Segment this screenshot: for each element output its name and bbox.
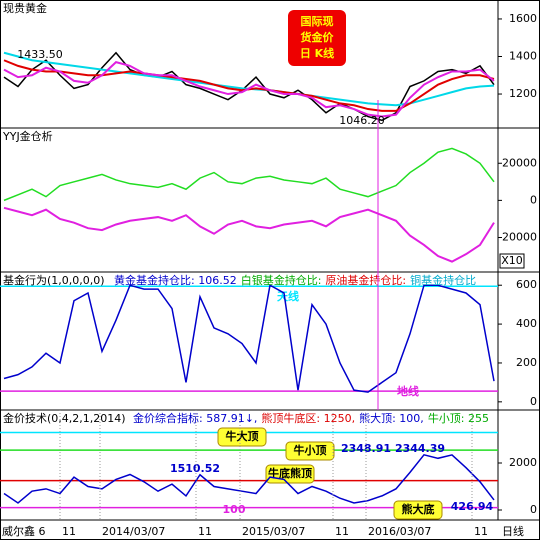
unit-box (499, 253, 525, 269)
y-tick-label: 0 (530, 503, 537, 516)
header-item: 牛小顶: 255 (428, 411, 489, 425)
y-tick-label: 1400 (509, 49, 537, 62)
y-tick-label: 2000 (509, 456, 537, 469)
x-tick-label: 2015/03/07 (242, 525, 305, 538)
y-tick-label: -20000 (498, 230, 537, 243)
panel-title: 现贵黄金 (3, 1, 47, 15)
header-item: 原油基金持仓比: (325, 273, 406, 287)
y-tick-label: 200 (516, 356, 537, 369)
annotation: 1510.52 (170, 462, 220, 475)
label-box (285, 441, 335, 461)
annotation: 2348.91 (341, 442, 391, 455)
y-tick-label: 0 (530, 193, 537, 206)
data-line (3, 59, 495, 112)
reference-label: 牛大顶 (226, 429, 259, 443)
x-tick-label: 11 (198, 525, 212, 538)
header-item: 白银基金持仓比: (241, 273, 322, 287)
x-tick-label: 11 (62, 525, 76, 538)
reference-label: 地线 (397, 384, 419, 398)
label-box (217, 427, 267, 447)
title-box-line: 国际现 (301, 14, 334, 28)
header-item: 金价综合指标: 587.91↓, (133, 411, 257, 425)
data-line (3, 147, 495, 202)
title-box (288, 10, 346, 66)
x-tick-label: 日线 (502, 524, 524, 538)
label-box (393, 500, 443, 520)
header-item: 黄金基金持仓比: 106.52 (114, 273, 237, 287)
title-box-line: 货金价 (300, 30, 335, 44)
annotation: 100 (223, 503, 246, 516)
y-tick-label: 600 (516, 278, 537, 291)
panel-title: 金价技术(0,4,2,1,2014) (3, 411, 126, 425)
y-tick-label: 1600 (509, 12, 537, 25)
x-tick-label: 2014/03/07 (102, 525, 165, 538)
panel-title: YYJ金仓析 (2, 129, 53, 143)
y-tick-label: 1200 (509, 87, 537, 100)
annotation: 1046.20 (339, 114, 385, 127)
title-box-line: 日 K线 (300, 46, 334, 60)
header-item: 熊大顶: 100, (359, 411, 424, 425)
x-tick-label: 威尔鑫 6 (2, 524, 46, 538)
annotation: 2344.39 (395, 442, 445, 455)
data-line (3, 206, 495, 263)
reference-label: 牛底熊顶 (268, 466, 312, 480)
y-tick-label: 400 (516, 317, 537, 330)
x-tick-label: 11 (474, 525, 488, 538)
x-tick-label: 2016/03/07 (368, 525, 431, 538)
header-item: 熊顶牛底区: 1250, (261, 411, 355, 425)
reference-label: 熊大底 (402, 502, 435, 516)
reference-label: 牛小顶 (294, 443, 327, 457)
panel-title: 基金行为(1,0,0,0,0) (3, 273, 105, 287)
y-tick-label: 20000 (502, 156, 537, 169)
header-item: 铜基金持仓比 (410, 273, 476, 287)
unit-label: X10 (501, 254, 523, 267)
annotation: 1433.50 (17, 48, 63, 61)
data-line (3, 61, 495, 118)
data-line (3, 284, 495, 393)
x-tick-label: 11 (335, 525, 349, 538)
data-line (3, 453, 495, 504)
data-line (3, 51, 495, 122)
y-tick-label: 0 (530, 395, 537, 408)
